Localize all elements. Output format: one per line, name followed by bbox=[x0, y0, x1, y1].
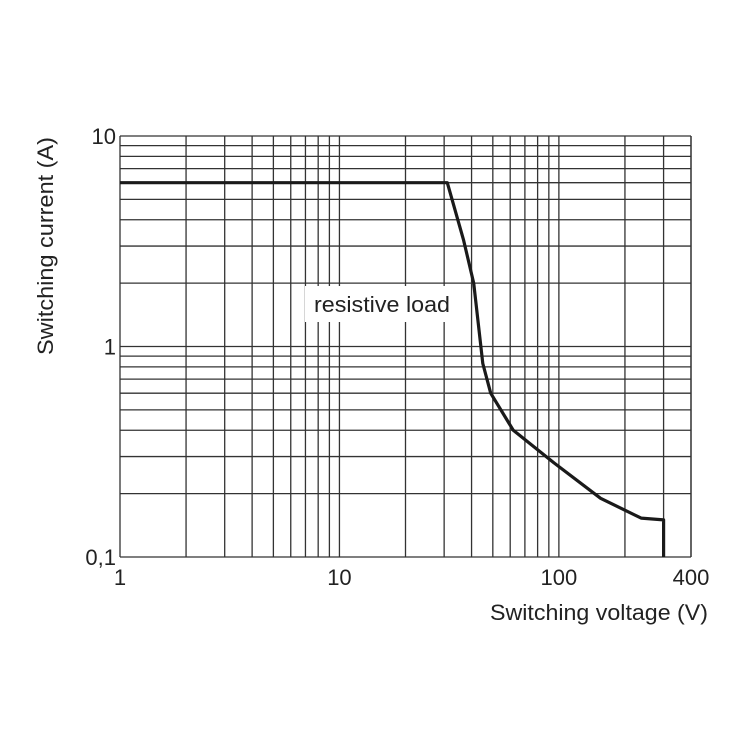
x-axis-label: Switching voltage (V) bbox=[490, 600, 708, 625]
y-tick-label: 1 bbox=[104, 335, 116, 360]
y-tick-label: 10 bbox=[92, 124, 116, 149]
y-tick-label: 0,1 bbox=[85, 545, 116, 570]
x-tick-label: 1 bbox=[114, 565, 126, 590]
grid bbox=[119, 135, 692, 558]
x-tick-label: 100 bbox=[541, 565, 578, 590]
annotation-resistive-load: resistive load bbox=[314, 292, 450, 317]
x-tick-label: 10 bbox=[327, 565, 351, 590]
annotation-background bbox=[305, 286, 455, 322]
y-axis-label: Switching current (A) bbox=[33, 137, 58, 355]
series-line bbox=[120, 181, 666, 557]
x-tick-label: 400 bbox=[673, 565, 710, 590]
